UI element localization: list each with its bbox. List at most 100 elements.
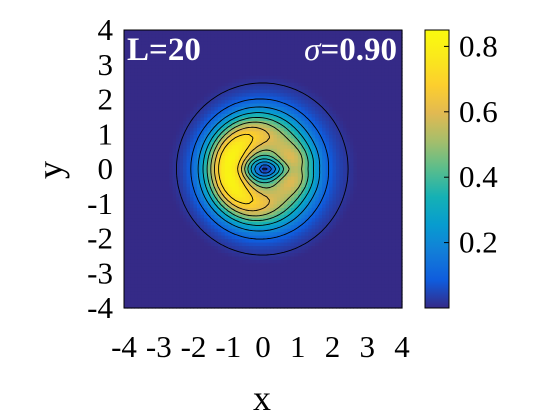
heatmap-cell: [207, 148, 212, 153]
heatmap-cell: [384, 252, 389, 257]
heatmap-cell: [249, 92, 254, 97]
heatmap-cell: [256, 182, 261, 187]
heatmap-cell: [144, 248, 149, 254]
heatmap-cell: [134, 294, 139, 299]
heatmap-cell: [280, 283, 285, 288]
heatmap-cell: [252, 106, 257, 111]
heatmap-cell: [335, 259, 341, 264]
heatmap-cell: [269, 255, 275, 260]
heatmap-cell: [203, 151, 209, 156]
heatmap-cell: [315, 259, 320, 264]
heatmap-cell: [263, 280, 268, 285]
heatmap-cell: [183, 228, 188, 233]
heatmap-cell: [370, 148, 375, 153]
heatmap-cell: [193, 155, 198, 160]
heatmap-cell: [287, 235, 292, 240]
heatmap-cell: [311, 238, 316, 243]
heatmap-cell: [304, 96, 309, 101]
heatmap-cell: [245, 294, 250, 299]
heatmap-cell: [193, 189, 198, 194]
heatmap-cell: [210, 189, 215, 194]
heatmap-cell: [384, 96, 389, 101]
heatmap-cell: [398, 189, 403, 194]
heatmap-cell: [353, 175, 358, 181]
heatmap-cell: [360, 231, 365, 236]
heatmap-cell: [356, 217, 361, 222]
heatmap-cell: [259, 273, 264, 278]
heatmap-cell: [395, 155, 400, 160]
heatmap-cell: [329, 151, 334, 156]
heatmap-cell: [238, 158, 243, 163]
heatmap-cell: [346, 182, 351, 187]
heatmap-cell: [367, 109, 372, 114]
heatmap-cell: [325, 162, 330, 167]
heatmap-cell: [162, 123, 167, 128]
heatmap-cell: [259, 269, 264, 274]
heatmap-cell: [228, 151, 233, 156]
heatmap-cell: [186, 276, 191, 281]
heatmap-cell: [398, 259, 403, 264]
heatmap-cell: [342, 235, 348, 240]
heatmap-cell: [335, 210, 341, 215]
heatmap-cell: [395, 255, 400, 260]
heatmap-cell: [137, 186, 142, 191]
heatmap-cell: [381, 301, 386, 306]
heatmap-cell: [339, 172, 344, 177]
heatmap-cell: [287, 151, 292, 156]
heatmap-cell: [280, 241, 285, 247]
heatmap-cell: [360, 130, 365, 135]
heatmap-cell: [259, 217, 264, 222]
heatmap-cell: [214, 245, 219, 250]
heatmap-cell: [276, 252, 281, 257]
heatmap-cell: [280, 196, 285, 201]
heatmap-cell: [127, 200, 132, 205]
heatmap-cell: [165, 262, 170, 267]
heatmap-cell: [238, 203, 243, 208]
heatmap-cell: [339, 169, 344, 174]
heatmap-cell: [217, 290, 222, 295]
heatmap-cell: [224, 141, 229, 146]
heatmap-cell: [259, 294, 264, 299]
heatmap-cell: [395, 245, 400, 250]
heatmap-cell: [193, 137, 198, 142]
heatmap-cell: [176, 113, 181, 118]
heatmap-cell: [200, 130, 205, 135]
heatmap-cell: [144, 169, 149, 174]
heatmap-cell: [304, 273, 309, 278]
heatmap-cell: [245, 224, 250, 229]
heatmap-cell: [280, 276, 285, 281]
heatmap-cell: [238, 262, 243, 267]
heatmap-cell: [349, 151, 354, 156]
heatmap-cell: [301, 262, 306, 267]
heatmap-cell: [242, 255, 247, 260]
heatmap-cell: [214, 304, 219, 309]
heatmap-cell: [148, 280, 153, 285]
heatmap-cell: [183, 221, 188, 226]
heatmap-cell: [252, 231, 257, 236]
heatmap-cell: [381, 175, 386, 181]
heatmap-cell: [304, 127, 309, 132]
heatmap-cell: [158, 96, 163, 101]
heatmap-cell: [363, 283, 368, 288]
heatmap-cell: [384, 172, 389, 177]
heatmap-cell: [311, 137, 316, 142]
heatmap-cell: [245, 290, 250, 295]
heatmap-cell: [238, 221, 243, 226]
heatmap-cell: [301, 273, 306, 278]
heatmap-cell: [370, 92, 375, 97]
heatmap-cell: [266, 287, 271, 292]
heatmap-cell: [179, 162, 184, 167]
heatmap-cell: [349, 262, 354, 267]
heatmap-cell: [335, 248, 341, 254]
heatmap-cell: [346, 262, 351, 267]
heatmap-cell: [290, 280, 295, 285]
heatmap-cell: [217, 224, 222, 229]
heatmap-cell: [217, 155, 222, 160]
heatmap-cell: [238, 255, 243, 260]
heatmap-cell: [124, 231, 129, 236]
heatmap-cell: [179, 294, 184, 299]
heatmap-cell: [335, 262, 341, 267]
heatmap-cell: [297, 238, 302, 243]
heatmap-cell: [349, 186, 354, 191]
heatmap-cell: [301, 148, 306, 153]
